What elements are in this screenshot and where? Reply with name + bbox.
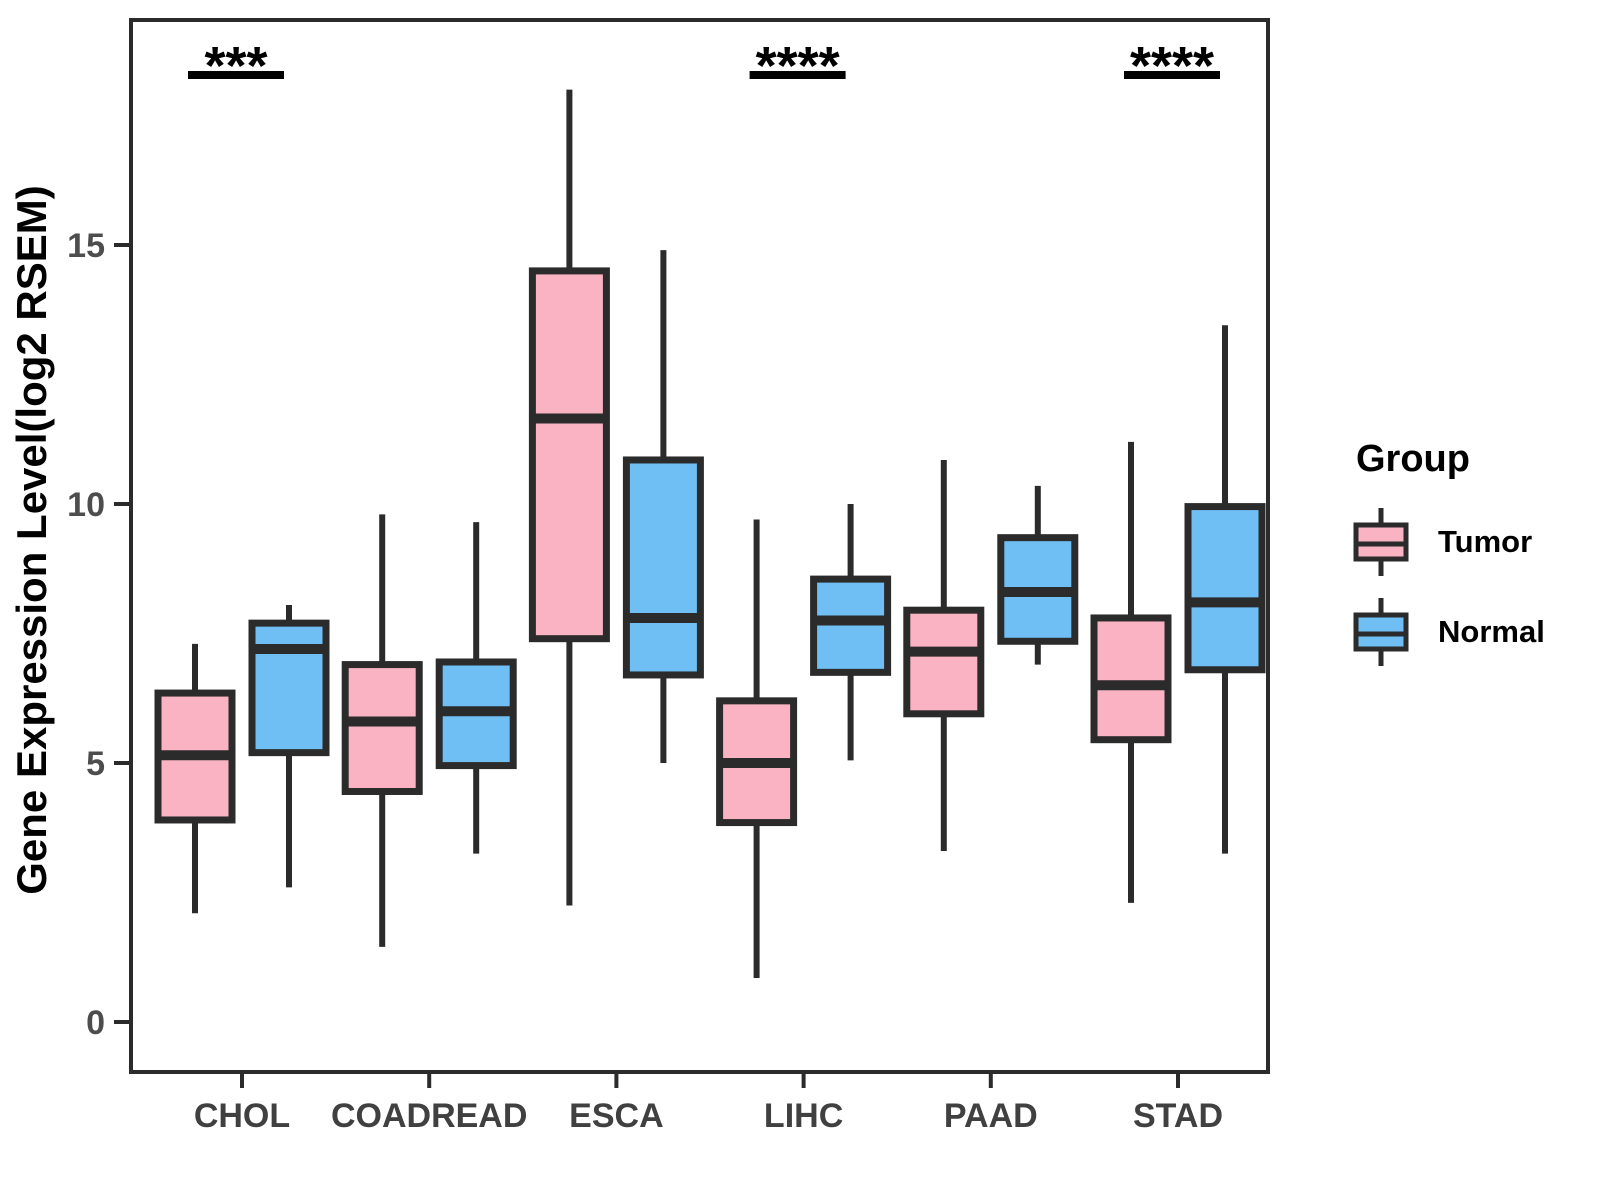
plot-panel-border	[129, 18, 1270, 1074]
box-stad-tumor	[1090, 614, 1172, 744]
x-tick-label-chol: CHOL	[194, 1097, 290, 1135]
y-tick-label: 15	[67, 227, 105, 265]
legend-label-normal: Normal	[1438, 614, 1545, 649]
x-tick-label-paad: PAAD	[944, 1097, 1038, 1135]
tumor-boxplot-key-icon	[1353, 508, 1409, 576]
legend-label-tumor: Tumor	[1438, 524, 1533, 559]
legend-item-tumor: Tumor	[1350, 505, 1545, 579]
x-tick-label-esca: ESCA	[569, 1097, 663, 1135]
y-axis-title: Gene Expression Level(log2 RSEM)	[8, 185, 55, 895]
legend: Group Tumor Normal	[1350, 438, 1545, 677]
significance-stars-lihc: ****	[756, 36, 840, 96]
legend-item-normal: Normal	[1350, 595, 1545, 669]
x-tick-label-stad: STAD	[1133, 1097, 1223, 1135]
y-tick-label: 0	[86, 1004, 105, 1042]
legend-title: Group	[1356, 438, 1470, 480]
box-lihc-normal	[810, 575, 892, 676]
box-esca-normal	[622, 456, 704, 679]
x-tick-label-lihc: LIHC	[764, 1097, 843, 1135]
significance-stars-chol: ***	[204, 36, 267, 96]
y-tick-label: 5	[86, 745, 105, 783]
x-tick-label-coadread: COADREAD	[331, 1097, 527, 1135]
significance-bar-chol	[188, 71, 284, 79]
box-paad-tumor	[903, 606, 985, 718]
box-chol-normal	[248, 619, 330, 757]
y-tick-label: 10	[67, 486, 105, 524]
box-stad-normal	[1184, 503, 1266, 674]
significance-bar-lihc	[749, 71, 846, 79]
significance-bar-stad	[1124, 71, 1220, 79]
significance-stars-stad: ****	[1130, 36, 1214, 96]
box-coadread-tumor	[341, 661, 423, 795]
box-esca-tumor	[528, 267, 610, 643]
normal-boxplot-key-icon	[1353, 598, 1409, 666]
